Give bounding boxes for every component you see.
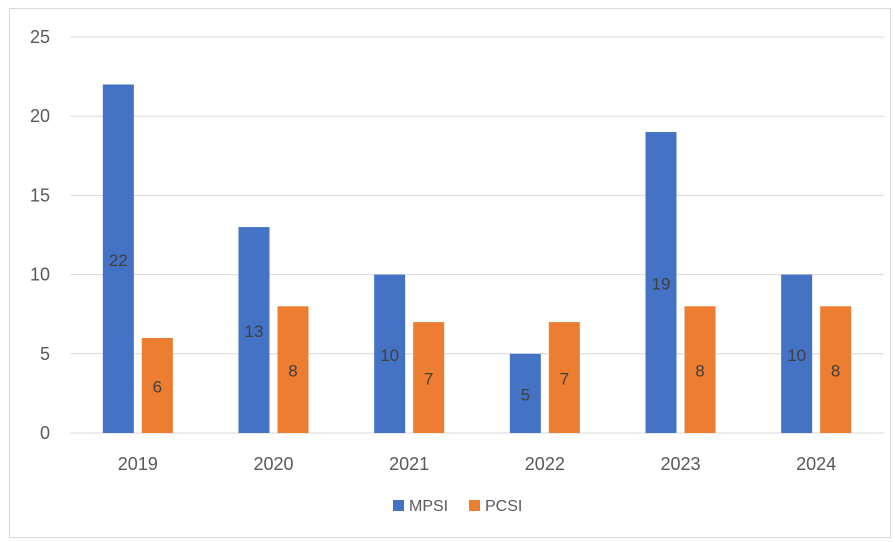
data-label-mpsi-2023: 19 xyxy=(652,275,671,294)
data-label-mpsi-2022: 5 xyxy=(521,385,530,404)
bar-pcsi-2022[interactable] xyxy=(548,322,580,433)
data-label-pcsi-2023: 8 xyxy=(695,362,704,381)
x-axis-ticks: 2019 2020 2021 2022 2023 2024 xyxy=(118,454,836,474)
bar-mpsi-2024[interactable] xyxy=(781,274,813,433)
legend-swatch-pcsi xyxy=(469,500,480,511)
bar-mpsi-2023[interactable] xyxy=(645,132,677,434)
bar-pcsi-2021[interactable] xyxy=(413,322,445,433)
x-tick-label: 2022 xyxy=(525,454,565,474)
data-label-pcsi-2020: 8 xyxy=(288,362,297,381)
y-tick-label: 25 xyxy=(30,27,50,47)
x-tick-label: 2024 xyxy=(796,454,836,474)
bar-mpsi-2022[interactable] xyxy=(509,353,541,433)
chart-frame xyxy=(9,8,891,538)
y-axis-ticks: 0 5 10 15 20 25 xyxy=(30,27,50,443)
legend-label-mpsi[interactable]: MPSI xyxy=(409,498,448,515)
y-tick-label: 10 xyxy=(30,265,50,285)
data-label-mpsi-2020: 13 xyxy=(245,322,264,341)
y-tick-label: 15 xyxy=(30,185,50,205)
bar-pcsi-2024[interactable] xyxy=(820,306,852,433)
bar-pcsi-2023[interactable] xyxy=(684,306,716,433)
x-tick-label: 2019 xyxy=(118,454,158,474)
legend[interactable]: MPSI PCSI xyxy=(393,498,522,515)
legend-swatch-mpsi xyxy=(393,500,404,511)
bar-pcsi-2019[interactable] xyxy=(141,337,173,433)
data-label-mpsi-2024: 10 xyxy=(787,346,806,365)
gridlines xyxy=(70,36,884,434)
y-tick-label: 5 xyxy=(40,344,50,364)
bar-mpsi-2021[interactable] xyxy=(374,274,406,433)
data-label-pcsi-2021: 7 xyxy=(424,370,433,389)
data-labels: 22 6 13 8 10 7 5 7 19 8 10 8 xyxy=(109,251,841,405)
data-label-pcsi-2024: 8 xyxy=(831,362,840,381)
data-label-pcsi-2019: 6 xyxy=(153,377,162,396)
legend-label-pcsi[interactable]: PCSI xyxy=(485,498,522,515)
data-label-pcsi-2022: 7 xyxy=(560,370,569,389)
bar-pcsi-2020[interactable] xyxy=(277,306,309,433)
x-tick-label: 2020 xyxy=(253,454,293,474)
data-label-mpsi-2021: 10 xyxy=(380,346,399,365)
bar-mpsi-2019[interactable] xyxy=(102,84,134,434)
y-tick-label: 0 xyxy=(40,423,50,443)
bars xyxy=(102,84,852,434)
x-tick-label: 2023 xyxy=(660,454,700,474)
bar-mpsi-2020[interactable] xyxy=(238,227,270,433)
data-label-mpsi-2019: 22 xyxy=(109,251,128,270)
y-tick-label: 20 xyxy=(30,106,50,126)
x-tick-label: 2021 xyxy=(389,454,429,474)
